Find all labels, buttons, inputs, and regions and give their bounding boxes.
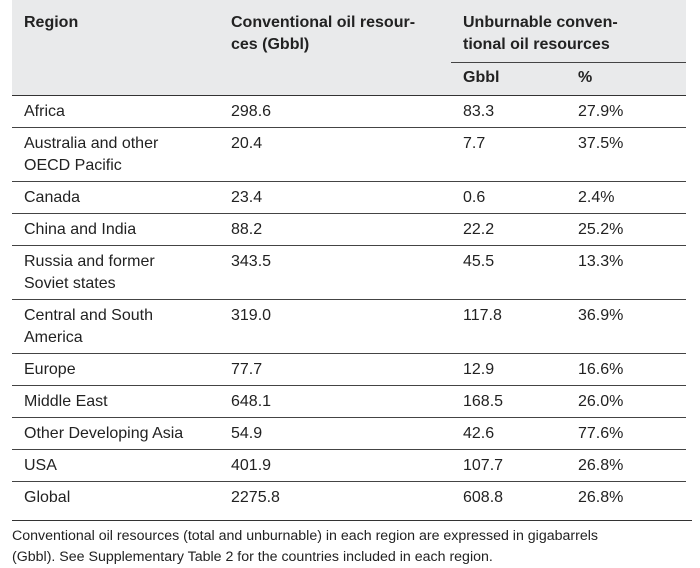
header-gbbl: Gbbl <box>451 62 566 96</box>
cell-unburnable-gbbl: 45.5 <box>451 245 566 300</box>
cell-unburnable-gbbl: 7.7 <box>451 127 566 182</box>
cell-unburnable-gbbl: 0.6 <box>451 181 566 214</box>
cell-unburnable-gbbl: 83.3 <box>451 95 566 128</box>
table-row: USA 401.9 107.7 26.8% <box>12 449 686 482</box>
cell-unburnable-percent: 26.8% <box>566 481 686 513</box>
cell-unburnable-percent: 25.2% <box>566 213 686 246</box>
cell-conventional: 2275.8 <box>219 481 451 513</box>
header-unburnable: Unburnable conven- tional oil resources <box>463 14 618 53</box>
header-row-main: Region Conventional oil resour- ces (Gbb… <box>12 0 686 63</box>
cell-unburnable-gbbl: 22.2 <box>451 213 566 246</box>
oil-resources-table: Region Conventional oil resour- ces (Gbb… <box>12 0 686 513</box>
table-row: Australia and other OECD Pacific 20.4 7.7 37… <box>12 127 686 182</box>
cell-region: Global <box>12 481 219 513</box>
footnote-line-1: Conventional oil resources (total and un… <box>12 528 598 544</box>
cell-unburnable-percent: 36.9% <box>566 299 686 354</box>
table-row: Europe 77.7 12.9 16.6% <box>12 353 686 386</box>
cell-region: Other Developing Asia <box>12 417 219 450</box>
cell-unburnable-gbbl: 168.5 <box>451 385 566 418</box>
cell-unburnable-gbbl: 608.8 <box>451 481 566 513</box>
cell-unburnable-percent: 13.3% <box>566 245 686 300</box>
cell-conventional: 54.9 <box>219 417 451 450</box>
cell-region: Middle East <box>12 385 219 418</box>
cell-conventional: 23.4 <box>219 181 451 214</box>
table-header: Region Conventional oil resour- ces (Gbb… <box>12 0 686 96</box>
cell-unburnable-percent: 27.9% <box>566 95 686 128</box>
cell-conventional: 343.5 <box>219 245 451 300</box>
table-row: Other Developing Asia 54.9 42.6 77.6% <box>12 417 686 450</box>
cell-region: Australia and other OECD Pacific <box>12 127 219 182</box>
table-body: Africa 298.6 83.3 27.9% Australia and other O… <box>12 95 686 513</box>
cell-region: Central and South America <box>12 299 219 354</box>
cell-unburnable-percent: 26.0% <box>566 385 686 418</box>
header-percent: % <box>566 62 686 96</box>
footnote-line-2: (Gbbl). See Supplementary Table 2 for th… <box>12 549 493 565</box>
cell-unburnable-gbbl: 117.8 <box>451 299 566 354</box>
cell-unburnable-percent: 26.8% <box>566 449 686 482</box>
table-row: Africa 298.6 83.3 27.9% <box>12 95 686 128</box>
cell-conventional: 319.0 <box>219 299 451 354</box>
cell-region: Russia and former Soviet states <box>12 245 219 300</box>
cell-conventional: 648.1 <box>219 385 451 418</box>
cell-unburnable-percent: 77.6% <box>566 417 686 450</box>
cell-conventional: 20.4 <box>219 127 451 182</box>
cell-unburnable-gbbl: 107.7 <box>451 449 566 482</box>
cell-unburnable-gbbl: 42.6 <box>451 417 566 450</box>
cell-region: Africa <box>12 95 219 128</box>
cell-unburnable-percent: 2.4% <box>566 181 686 214</box>
header-conventional: Conventional oil resour- ces (Gbbl) <box>231 14 416 53</box>
cell-unburnable-percent: 16.6% <box>566 353 686 386</box>
table-footnote: Conventional oil resources (total and un… <box>12 520 692 568</box>
cell-conventional: 77.7 <box>219 353 451 386</box>
table-row: Middle East 648.1 168.5 26.0% <box>12 385 686 418</box>
cell-region: Canada <box>12 181 219 214</box>
cell-region: Europe <box>12 353 219 386</box>
table-row: Canada 23.4 0.6 2.4% <box>12 181 686 214</box>
table-row: Central and South America 319.0 117.8 36.9% <box>12 299 686 354</box>
header-region: Region <box>24 14 79 31</box>
table-row: China and India 88.2 22.2 25.2% <box>12 213 686 246</box>
cell-unburnable-percent: 37.5% <box>566 127 686 182</box>
table-row: Global 2275.8 608.8 26.8% <box>12 481 686 513</box>
cell-region: USA <box>12 449 219 482</box>
cell-conventional: 401.9 <box>219 449 451 482</box>
cell-conventional: 298.6 <box>219 95 451 128</box>
cell-region: China and India <box>12 213 219 246</box>
cell-conventional: 88.2 <box>219 213 451 246</box>
cell-unburnable-gbbl: 12.9 <box>451 353 566 386</box>
table-row: Russia and former Soviet states 343.5 45.5 1… <box>12 245 686 300</box>
